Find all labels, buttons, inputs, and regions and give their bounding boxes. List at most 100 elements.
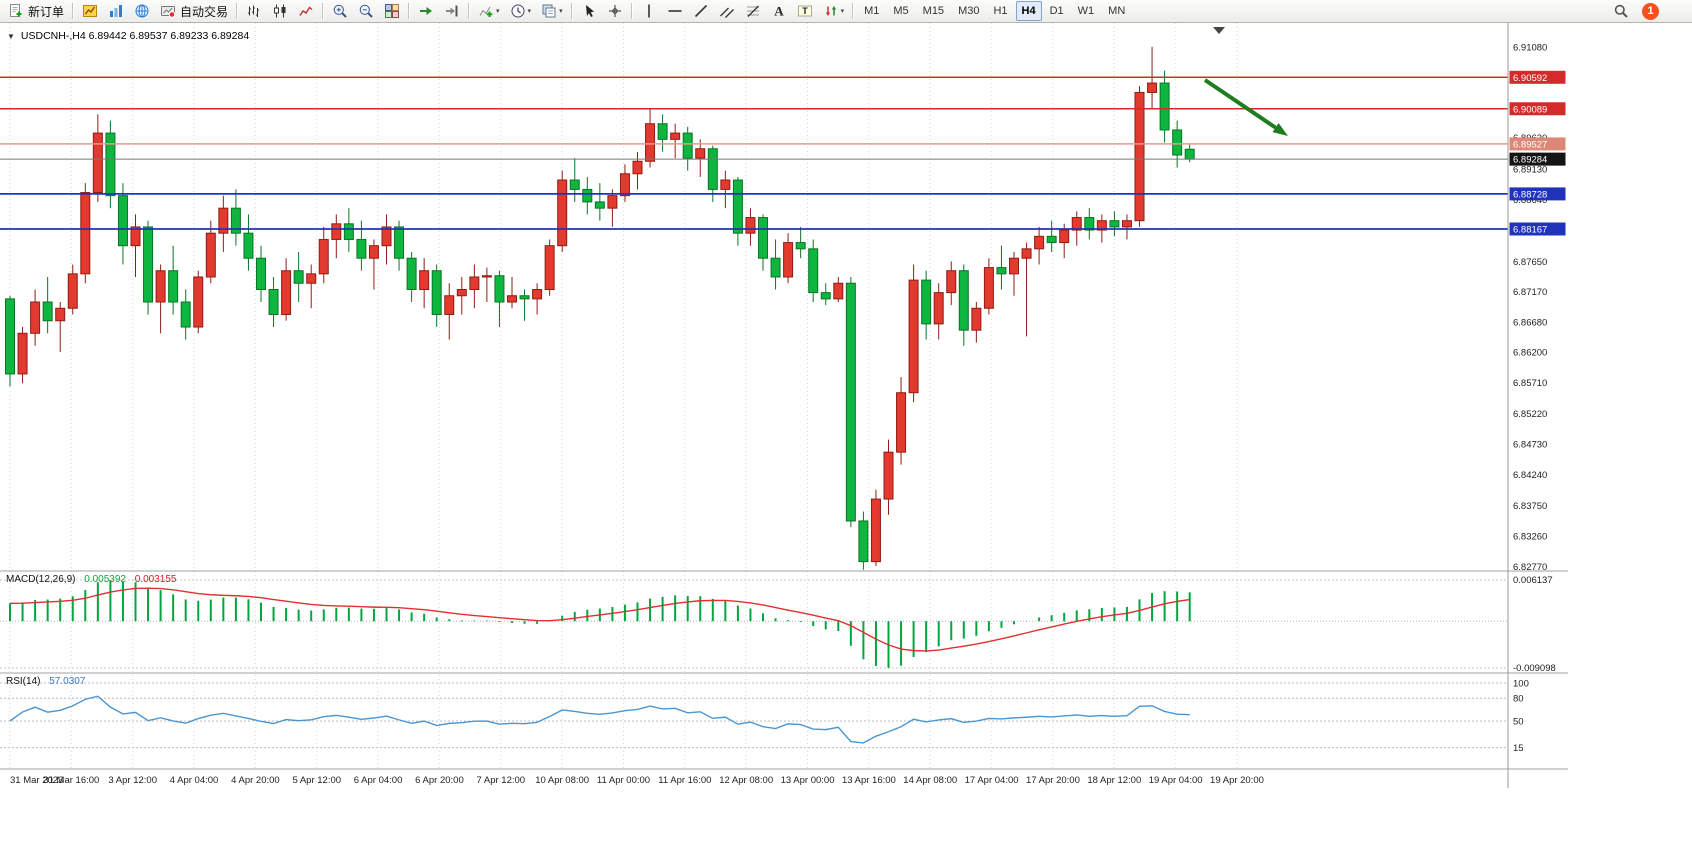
channel-icon: [719, 3, 735, 19]
price-tick-label: 6.83260: [1513, 531, 1547, 542]
macd-header: MACD(12,26,9) 0.005392 0.003155: [6, 574, 182, 585]
vertical-line-icon: [641, 3, 657, 19]
rsi-line: [9, 695, 1190, 744]
rsi-axis-label: 50: [1513, 717, 1524, 728]
autotrading-button-label: 自动交易: [180, 4, 229, 19]
time-axis-label: 31 Mar 16:00: [43, 775, 99, 786]
chart-shift-marker[interactable]: [1213, 27, 1225, 34]
tf-d1-button-label: D1: [1049, 5, 1064, 17]
one-click-trading-toggle[interactable]: ▼: [7, 31, 15, 41]
new-chart-icon: [82, 3, 98, 19]
tf-h4-button[interactable]: H4: [1015, 1, 1042, 21]
price-tick-label: 6.89130: [1513, 164, 1547, 175]
macd-indicator: [9, 580, 1191, 668]
templates-icon: [541, 3, 557, 19]
auto-scroll-button[interactable]: [414, 1, 438, 21]
tf-m30-button[interactable]: M30: [952, 1, 985, 21]
navigator-button[interactable]: [130, 1, 154, 21]
time-axis-label: 6 Apr 20:00: [415, 775, 464, 786]
rsi-axis-label: 80: [1513, 694, 1524, 705]
chart-title-ohlc: USDCNH-,H4 6.89442 6.89537 6.89233 6.892…: [20, 30, 250, 42]
bar-chart-button[interactable]: [242, 1, 266, 21]
tf-h1-button[interactable]: H1: [987, 1, 1013, 21]
price-tick-label: 6.84240: [1513, 470, 1547, 481]
macd-label: MACD(12,26,9): [6, 574, 76, 585]
time-axis-label: 18 Apr 12:00: [1087, 775, 1141, 786]
time-axis-label: 31 Mar 2023: [10, 775, 63, 786]
navigator-icon: [134, 3, 150, 19]
price-tick-label: 6.86200: [1513, 348, 1547, 359]
chart-shift-button[interactable]: [440, 1, 464, 21]
chart-window[interactable]: 31 Mar 2023 31 Mar 16:00 3 Apr 12:00 4 Apr …: [0, 23, 1568, 788]
toolbar-divider: [322, 3, 325, 19]
arrows-button[interactable]: ▾: [819, 1, 849, 21]
tf-h4-button-label: H4: [1021, 5, 1036, 17]
candlestick-button[interactable]: [268, 1, 292, 21]
new-chart-button[interactable]: [78, 1, 102, 21]
tf-m5-button[interactable]: M5: [887, 1, 914, 21]
price-badge-6.89527: 6.89527: [1509, 137, 1566, 151]
tf-m15-button-label: M15: [922, 5, 945, 17]
svg-text:6.88728: 6.88728: [1513, 189, 1547, 200]
time-axis-label: 6 Apr 04:00: [354, 775, 403, 786]
tf-m15-button[interactable]: M15: [917, 1, 950, 21]
trendline-button[interactable]: [689, 1, 713, 21]
price-tick-label: 6.85710: [1513, 378, 1547, 389]
toolbar-divider: [570, 3, 573, 19]
time-axis-label: 4 Apr 20:00: [231, 775, 280, 786]
tf-h1-button-label: H1: [993, 5, 1008, 17]
fibonacci-button[interactable]: [741, 1, 765, 21]
dropdown-caret-icon: ▾: [527, 8, 532, 15]
crosshair-button[interactable]: [603, 1, 627, 21]
channel-button[interactable]: [715, 1, 739, 21]
price-tick-label: 6.87170: [1513, 287, 1547, 298]
dropdown-caret-icon: ▾: [559, 8, 563, 15]
text-label-button[interactable]: T: [793, 1, 817, 21]
tf-mn-button[interactable]: MN: [1102, 1, 1131, 21]
toolbar-right: 1: [1608, 1, 1689, 21]
market-watch-button[interactable]: [104, 1, 128, 21]
rsi-value: 57.0307: [49, 676, 86, 687]
time-axis-label: 4 Apr 04:00: [170, 775, 219, 786]
tf-d1-button[interactable]: D1: [1044, 1, 1070, 21]
text-icon: A: [771, 3, 787, 19]
macd-main-value: 0.005392: [84, 574, 126, 585]
indicators-button[interactable]: ▾: [474, 1, 504, 21]
tile-windows-button[interactable]: [380, 1, 404, 21]
text-button[interactable]: A: [767, 1, 791, 21]
svg-text:6.90089: 6.90089: [1513, 104, 1547, 115]
search-button[interactable]: [1609, 1, 1633, 21]
templates-button[interactable]: ▾: [537, 1, 567, 21]
autotrading-button[interactable]: 自动交易: [156, 1, 232, 21]
periods-button[interactable]: ▾: [506, 1, 536, 21]
line-chart-button[interactable]: [294, 1, 318, 21]
svg-text:T: T: [802, 6, 808, 16]
zoom-in-button[interactable]: [328, 1, 352, 21]
tf-m1-button-label: M1: [864, 5, 880, 17]
cursor-button[interactable]: [577, 1, 601, 21]
toolbar-divider: [852, 3, 855, 19]
time-axis-label: 12 Apr 08:00: [719, 775, 773, 786]
rsi-axis-label: 100: [1513, 679, 1529, 690]
tf-w1-button[interactable]: W1: [1072, 1, 1101, 21]
vertical-line-button[interactable]: [637, 1, 661, 21]
time-axis-label: 11 Apr 00:00: [597, 775, 650, 786]
text-label-icon: T: [797, 3, 813, 19]
zoom-in-icon: [332, 3, 348, 19]
auto-scroll-icon: [418, 3, 434, 19]
time-axis-label: 5 Apr 12:00: [292, 775, 341, 786]
svg-text:6.89527: 6.89527: [1513, 139, 1547, 150]
tf-m5-button-label: M5: [893, 5, 909, 17]
tf-mn-button-label: MN: [1108, 5, 1126, 17]
new-order-button[interactable]: 新订单: [4, 1, 68, 21]
price-tick-label: 6.82770: [1513, 562, 1547, 573]
notification-badge[interactable]: 1: [1642, 2, 1659, 20]
annotation-arrow[interactable]: [1203, 78, 1288, 136]
tf-m1-button[interactable]: M1: [858, 1, 885, 21]
time-axis-label: 19 Apr 04:00: [1149, 775, 1203, 786]
zoom-out-button[interactable]: [354, 1, 378, 21]
horizontal-line-button[interactable]: [663, 1, 687, 21]
price-axis[interactable]: 6.910806.896306.891306.886406.876506.871…: [1507, 23, 1568, 788]
